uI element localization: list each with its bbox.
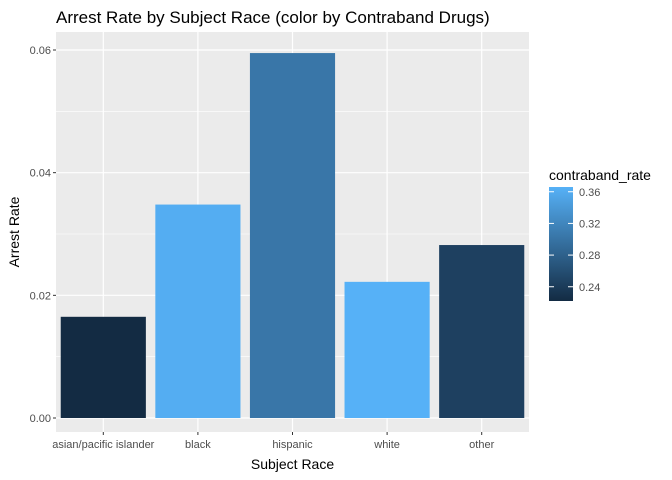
y-axis-title: Arrest Rate <box>6 196 22 267</box>
x-tick-label: hispanic <box>272 439 313 451</box>
bar <box>155 204 241 418</box>
legend-ticks: 0.24 0.28 0.32 0.36 <box>549 187 600 294</box>
legend-label: 0.28 <box>579 250 600 262</box>
bar <box>439 245 525 418</box>
legend-label: 0.36 <box>579 187 600 199</box>
x-axis-title: Subject Race <box>251 456 334 472</box>
y-axis-ticks: 0.00 0.02 0.04 0.06 <box>30 45 56 425</box>
legend-colorbar <box>549 187 573 301</box>
y-tick-label: 0.00 <box>30 413 51 425</box>
bar <box>249 53 336 419</box>
x-tick-label: other <box>469 439 494 451</box>
x-tick-label: black <box>185 439 211 451</box>
x-tick-label: white <box>373 439 400 451</box>
y-tick-label: 0.04 <box>30 168 51 180</box>
legend-label: 0.32 <box>579 218 600 230</box>
chart-title: Arrest Rate by Subject Race (color by Co… <box>56 8 490 27</box>
bar <box>60 316 146 418</box>
y-tick-label: 0.02 <box>30 290 51 302</box>
bars <box>60 53 525 419</box>
legend-label: 0.24 <box>579 282 600 294</box>
bar <box>344 281 430 418</box>
x-tick-label: asian/pacific islander <box>52 439 154 451</box>
legend-title: contraband_rate <box>549 167 651 183</box>
legend: contraband_rate 0.24 0.28 0.32 0.36 <box>549 167 651 301</box>
x-axis-ticks: asian/pacific islander black hispanic white… <box>52 432 495 451</box>
y-tick-label: 0.06 <box>30 45 51 57</box>
